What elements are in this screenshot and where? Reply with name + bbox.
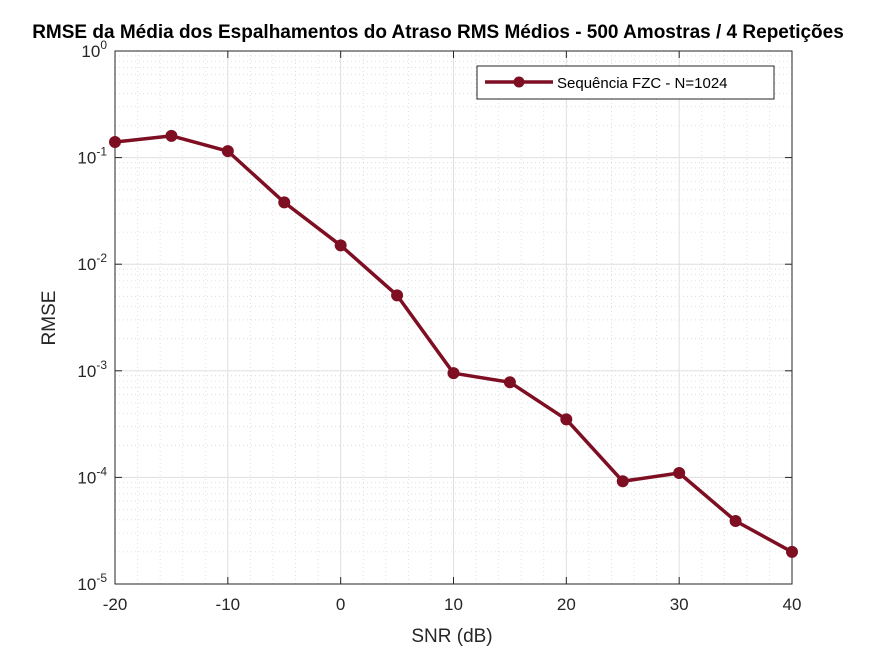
x-axis-label: SNR (dB) [411, 626, 492, 647]
y-tick-label: 10-5 [77, 571, 107, 594]
data-point [673, 466, 686, 479]
data-point [786, 545, 798, 558]
x-tick-label: 40 [783, 595, 802, 614]
x-tick-label: -20 [103, 595, 128, 614]
x-tick-label: 30 [670, 595, 689, 614]
y-tick-label: 10-1 [77, 145, 107, 168]
data-point [165, 129, 178, 142]
y-axis-label: RMSE [39, 291, 60, 346]
y-tick-label: 100 [81, 38, 107, 61]
x-tick-label: 10 [444, 595, 463, 614]
legend: Sequência FZC - N=1024 [476, 65, 775, 100]
legend-entry-label: Sequência FZC - N=1024 [557, 75, 728, 92]
data-point [221, 145, 234, 158]
data-point [109, 136, 121, 149]
y-axis: 10-5 10-4 10-3 10-2 10-1 100 [77, 38, 792, 594]
legend-marker-swatch [513, 76, 525, 88]
x-axis: -20 -10 0 10 20 30 40 [103, 51, 802, 614]
y-tick-label: 10-2 [77, 251, 107, 274]
data-point [334, 239, 347, 252]
y-tick-label: 10-4 [77, 464, 107, 487]
data-point [503, 376, 516, 389]
data-point [729, 514, 742, 527]
data-point [616, 475, 629, 488]
series-layer [109, 129, 798, 558]
data-point [447, 367, 460, 380]
x-tick-label: 20 [557, 595, 576, 614]
x-tick-label: -10 [216, 595, 241, 614]
data-point [391, 289, 404, 302]
data-point [278, 196, 291, 209]
y-tick-label: 10-3 [77, 358, 107, 381]
x-tick-label: 0 [336, 595, 345, 614]
chart-title: RMSE da Média dos Espalhamentos do Atras… [32, 22, 844, 43]
data-point [560, 413, 573, 426]
